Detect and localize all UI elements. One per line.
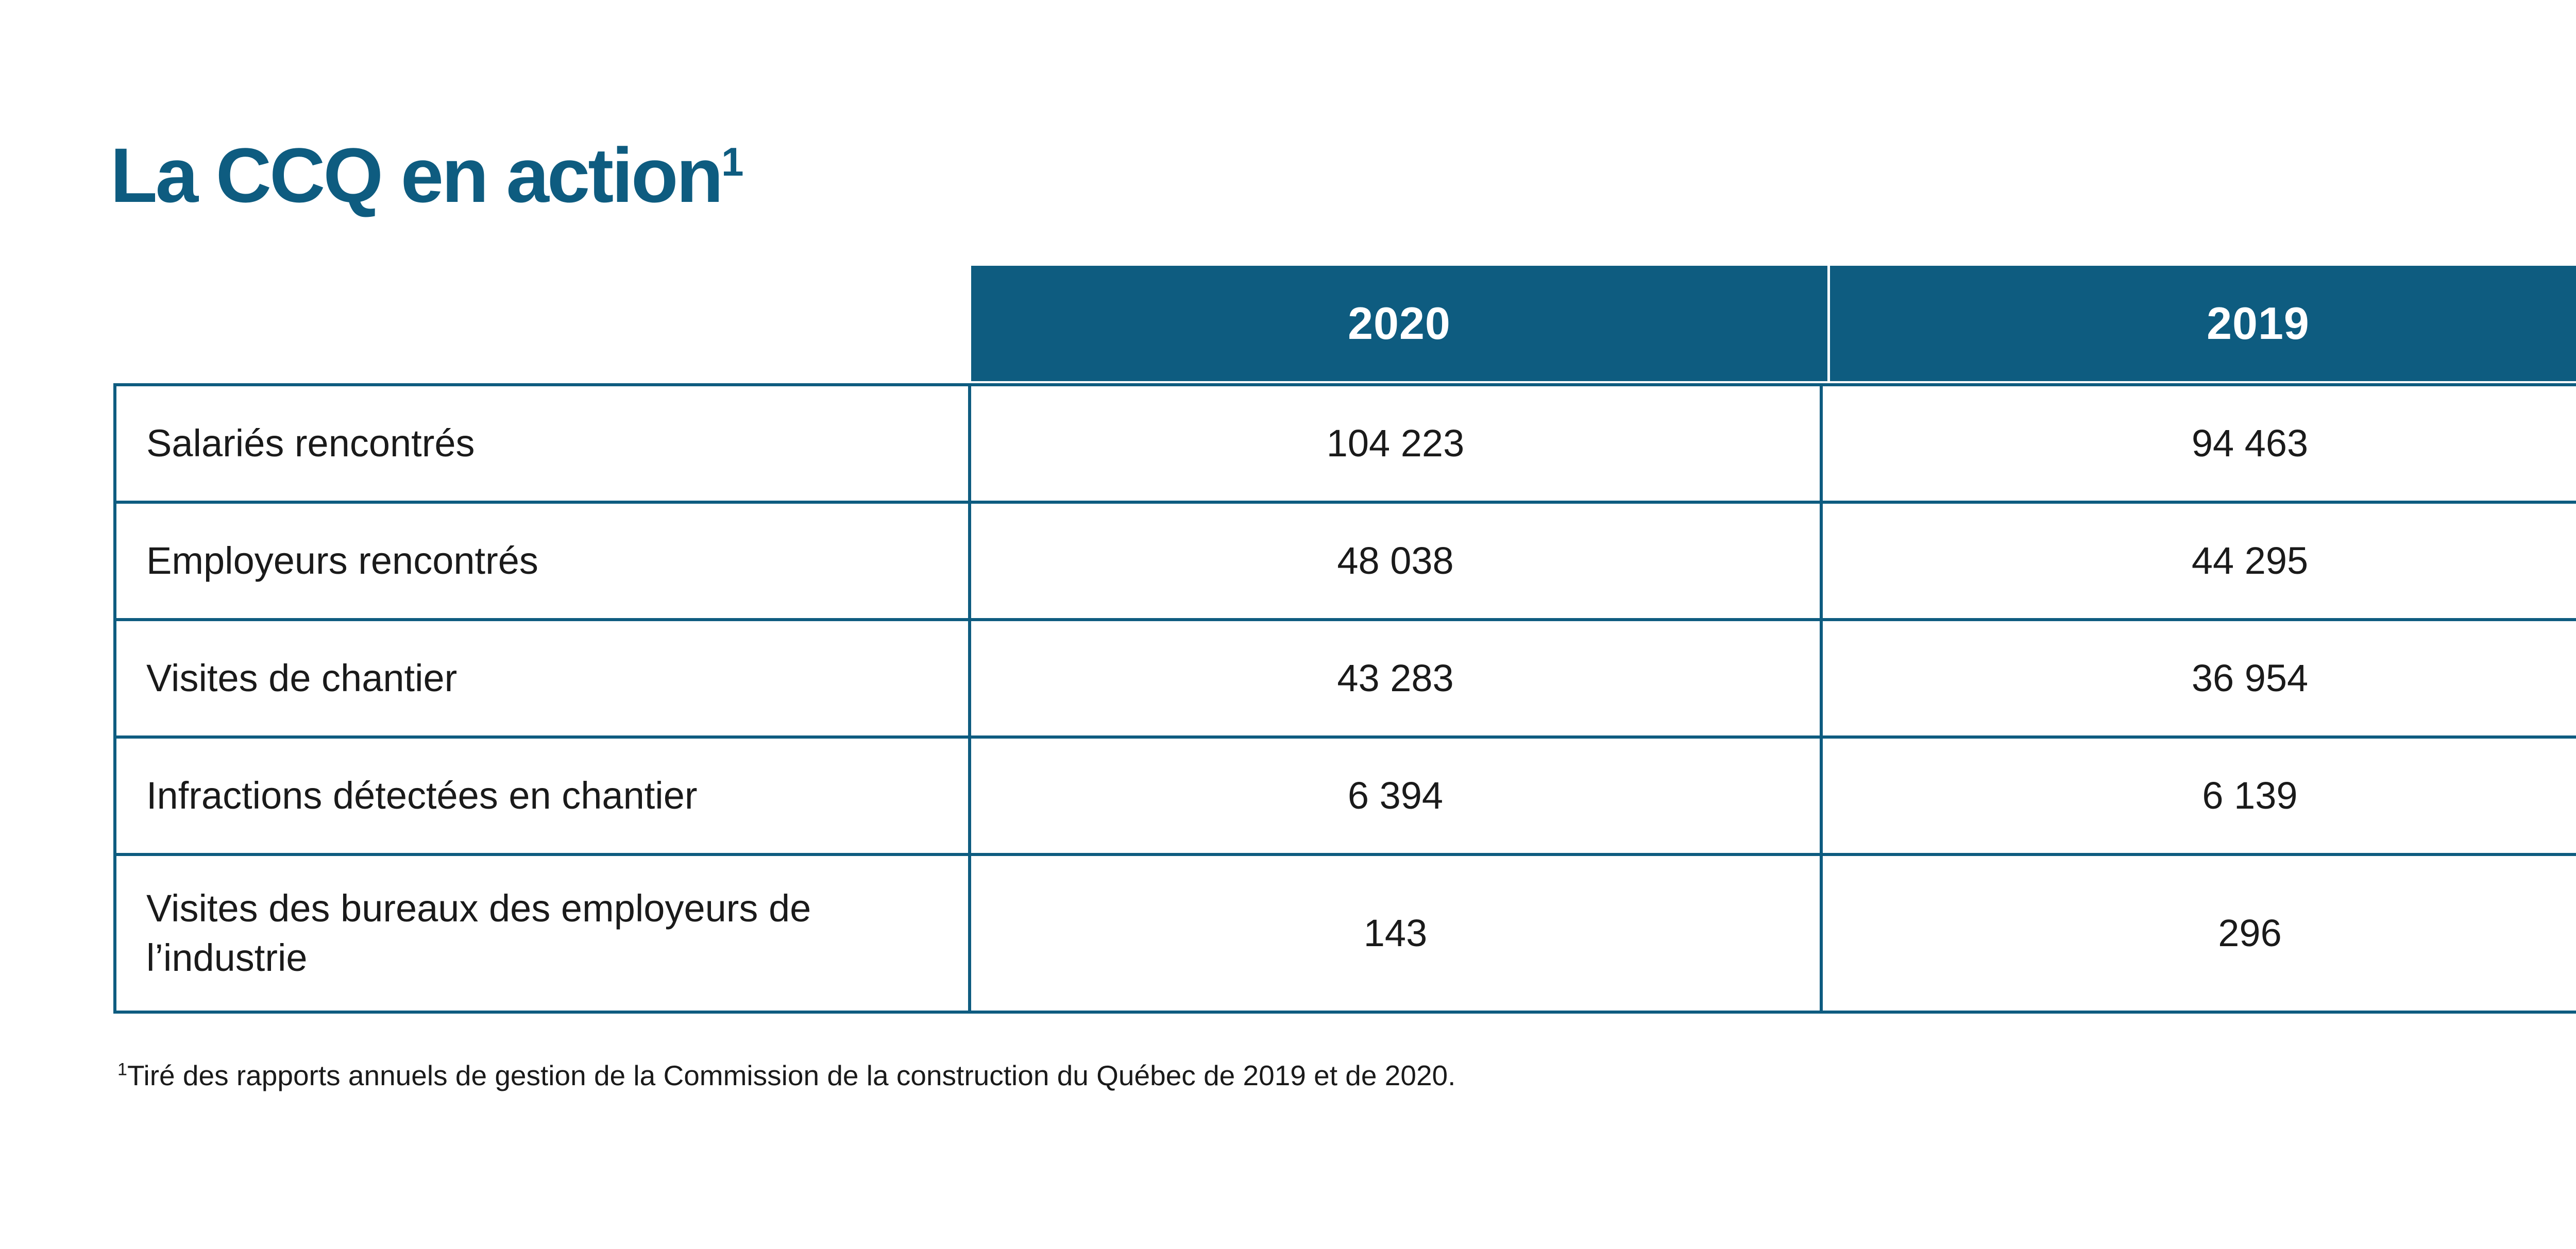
row-label: Salariés rencontrés — [116, 386, 971, 501]
row-value-2020: 6 394 — [971, 739, 1823, 853]
row-value-2020: 43 283 — [971, 621, 1823, 735]
footnote: 1Tiré des rapports annuels de gestion de… — [117, 1059, 1455, 1092]
footnote-superscript: 1 — [117, 1059, 127, 1080]
column-header-2020: 2020 — [971, 266, 1827, 381]
row-value-2019: 6 139 — [2202, 774, 2298, 817]
row-value-2019: 94 463 — [2191, 421, 2309, 465]
row-label: Infractions détectées en chantier — [116, 739, 971, 853]
row-value-2020: 143 — [971, 856, 1823, 1011]
footnote-text: Tiré des rapports annuels de gestion de … — [127, 1059, 1456, 1091]
table-header-row: 2020 2019 — [971, 266, 2576, 381]
table-row: Infractions détectées en chantier 6 394 … — [116, 739, 2576, 856]
row-label: Visites de chantier — [116, 621, 971, 735]
table-row: Visites de chantier 43 283 36 954 — [116, 621, 2576, 739]
page-title-superscript: 1 — [721, 139, 744, 184]
row-value-2019: 44 295 — [2191, 539, 2309, 582]
page-title: La CCQ en action1 — [110, 133, 744, 218]
ccq-stats-table: 2020 2019 Salariés rencontrés 104 223 94… — [113, 266, 2576, 1014]
table-row: Visites des bureaux des employeurs de l’… — [116, 856, 2576, 1011]
row-value-2020: 104 223 — [971, 386, 1823, 501]
page-title-text: La CCQ en action — [110, 132, 723, 218]
table-row: Salariés rencontrés 104 223 94 463 — [116, 386, 2576, 504]
row-value-2020: 48 038 — [971, 504, 1823, 618]
table-row: Employeurs rencontrés 48 038 44 295 — [116, 504, 2576, 621]
row-value-2019: 36 954 — [2191, 656, 2309, 699]
column-header-2019: 2019 — [1827, 266, 2576, 381]
row-label: Visites des bureaux des employeurs de l’… — [116, 856, 971, 1011]
table-body: Salariés rencontrés 104 223 94 463 Emplo… — [113, 383, 2576, 1014]
row-label: Employeurs rencontrés — [116, 504, 971, 618]
row-value-2019: 296 — [2218, 911, 2282, 954]
